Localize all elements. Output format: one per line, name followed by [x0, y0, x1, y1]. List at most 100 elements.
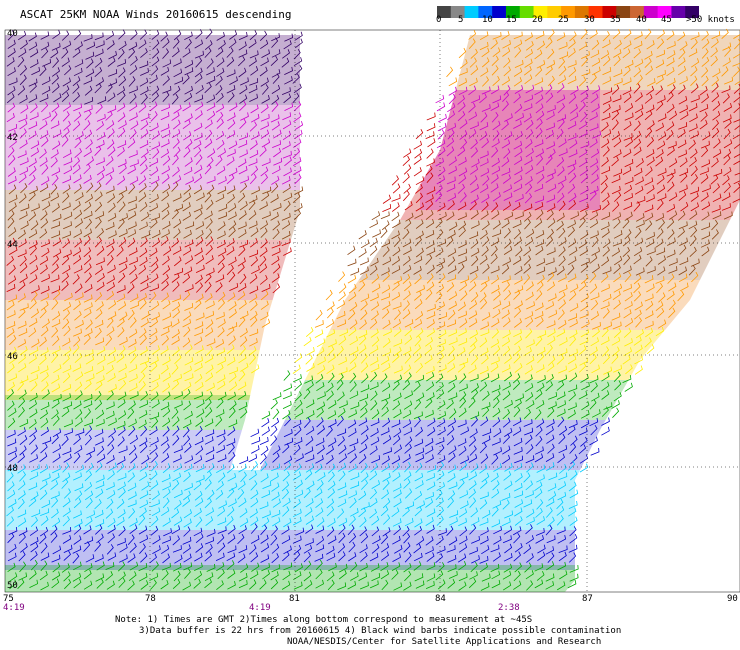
wind-barb	[95, 337, 105, 346]
wind-barb	[547, 443, 555, 454]
wind-barb	[382, 348, 392, 357]
wind-barb	[391, 194, 401, 202]
wind-barb	[415, 129, 424, 140]
wind-barb	[295, 453, 304, 462]
wind-barb	[160, 139, 170, 148]
colorbar-swatch	[685, 6, 700, 18]
wind-barb	[62, 372, 71, 383]
wind-barb	[468, 310, 478, 320]
wind-barb	[216, 481, 224, 491]
wind-barb	[129, 434, 138, 445]
wind-barb	[613, 364, 622, 373]
wind-barb	[393, 236, 401, 247]
wind-barb	[490, 373, 500, 383]
time-label: 4:19	[3, 603, 25, 613]
wind-barb	[182, 544, 191, 554]
wind-barb	[326, 301, 335, 311]
wind-barb	[514, 84, 524, 94]
wind-barb	[514, 472, 523, 483]
colorbar-swatch	[630, 6, 645, 18]
wind-barb	[515, 246, 523, 257]
wind-barb	[458, 573, 468, 582]
wind-barb	[195, 274, 203, 285]
wind-barb	[96, 228, 104, 239]
wind-barb	[271, 273, 280, 283]
wind-barb	[501, 76, 510, 86]
wind-barb	[95, 418, 105, 427]
wind-barb	[182, 419, 192, 429]
wind-barb	[635, 158, 644, 168]
wind-barb	[644, 177, 654, 186]
wind-barb	[51, 327, 59, 338]
wind-barb	[392, 246, 401, 257]
wind-barb	[347, 524, 355, 536]
wind-barb	[127, 138, 136, 149]
wind-barb	[679, 257, 689, 266]
wind-barb	[371, 573, 381, 582]
wind-barb	[404, 353, 412, 364]
wind-barb	[458, 383, 468, 392]
wind-barb	[578, 427, 588, 436]
wind-barb	[382, 498, 391, 509]
wind-barb	[129, 391, 139, 400]
wind-barb	[162, 85, 172, 94]
wind-barb	[578, 148, 588, 158]
wind-barb	[162, 356, 171, 366]
wind-barb	[172, 454, 182, 463]
wind-barb	[226, 326, 235, 337]
wind-barb	[118, 577, 126, 588]
wind-barb	[83, 308, 92, 319]
wind-barb	[393, 444, 402, 454]
wind-barb	[74, 41, 83, 51]
wind-barb	[570, 454, 578, 465]
wind-barb	[526, 462, 534, 473]
wind-barb	[140, 48, 148, 58]
wind-barb	[470, 147, 478, 158]
colorbar-swatch	[478, 6, 493, 18]
wind-barb	[569, 329, 578, 339]
wind-barb	[228, 203, 237, 213]
wind-barb	[413, 319, 423, 329]
wind-barb	[646, 238, 655, 248]
wind-barb	[238, 210, 247, 220]
wind-barb	[635, 110, 644, 121]
wind-barb	[284, 102, 294, 111]
wind-barb	[73, 472, 82, 481]
wind-barb	[380, 570, 390, 580]
wind-barb	[722, 114, 732, 123]
wind-barb	[644, 293, 654, 302]
wind-barb	[733, 160, 740, 165]
wind-barb	[535, 94, 544, 105]
wind-barb	[437, 129, 445, 140]
lon-label: 84	[435, 594, 446, 604]
wind-barb	[678, 95, 688, 105]
wind-barb	[305, 425, 315, 436]
wind-barb	[535, 239, 545, 248]
wind-barb	[668, 282, 677, 292]
wind-barb	[579, 362, 587, 373]
wind-barb	[282, 130, 291, 141]
wind-barb	[557, 491, 567, 501]
wind-barb	[336, 508, 345, 519]
wind-barb	[204, 497, 212, 509]
wind-barb	[52, 83, 60, 94]
wind-barb	[636, 74, 643, 86]
wind-barb	[370, 356, 379, 366]
wind-barb	[150, 460, 158, 472]
wind-barb	[174, 76, 184, 85]
wind-barb	[447, 564, 457, 572]
wind-barb	[151, 300, 160, 311]
wind-barb	[679, 237, 688, 246]
wind-barb	[525, 570, 534, 580]
wind-barb	[194, 299, 202, 310]
wind-barb	[427, 417, 436, 427]
wind-barb	[228, 322, 238, 330]
wind-barb	[657, 266, 666, 276]
wind-barb	[28, 497, 37, 507]
wind-barb	[106, 317, 114, 328]
wind-barb	[29, 185, 38, 195]
wind-barb	[490, 183, 499, 193]
wind-barb	[75, 320, 84, 329]
wind-barb	[336, 311, 346, 319]
wind-barb	[514, 499, 524, 508]
